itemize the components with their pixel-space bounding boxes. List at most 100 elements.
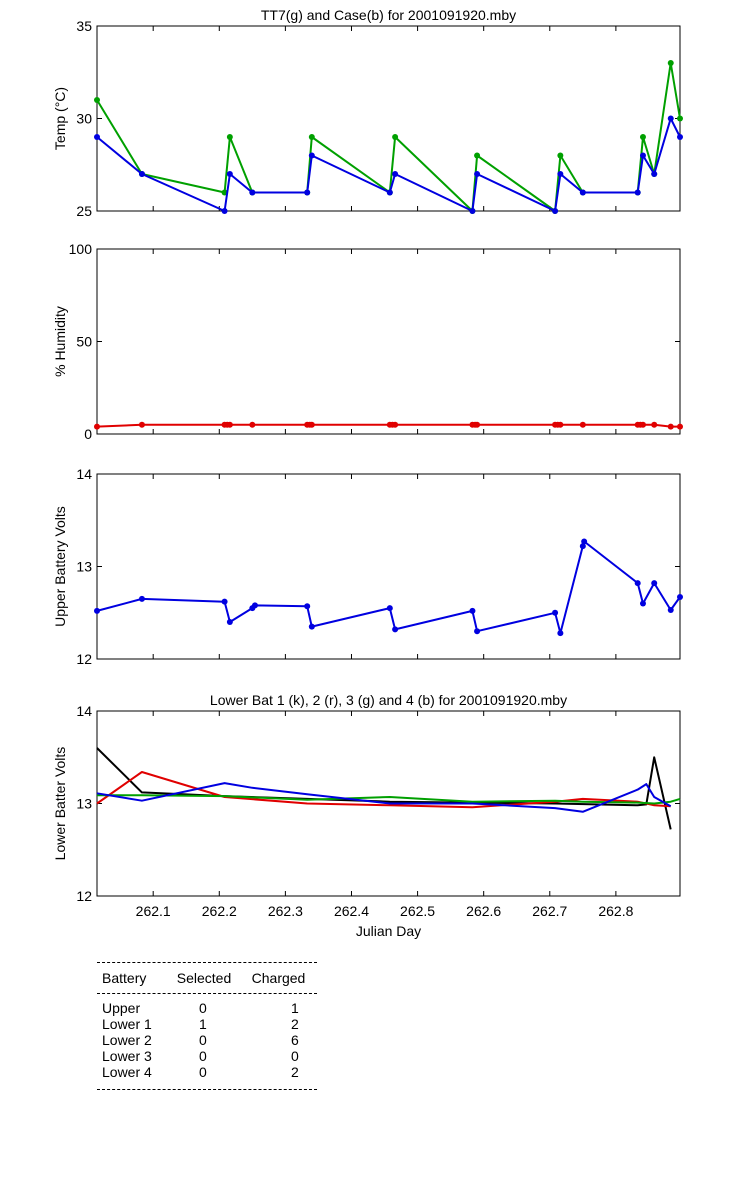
cell-battery: Lower 3 bbox=[102, 1048, 152, 1064]
data-point bbox=[94, 97, 100, 103]
series-line bbox=[96, 117, 681, 212]
header-selected: Selected bbox=[176, 970, 232, 986]
data-point bbox=[667, 115, 674, 122]
data-point bbox=[249, 189, 256, 196]
data-point bbox=[138, 421, 145, 428]
cell-battery: Upper bbox=[102, 1000, 141, 1016]
table-rule-bottom bbox=[97, 1089, 317, 1090]
data-point bbox=[667, 60, 674, 66]
data-point bbox=[392, 626, 399, 633]
cell-selected: 0 bbox=[199, 1032, 207, 1048]
data-point bbox=[579, 189, 586, 196]
data-point bbox=[557, 630, 564, 637]
cell-selected: 0 bbox=[199, 1048, 207, 1064]
data-point bbox=[226, 619, 233, 625]
header-charged: Charged bbox=[251, 970, 306, 986]
x-tick-label: 262.1 bbox=[136, 903, 171, 919]
data-point bbox=[639, 421, 646, 428]
data-point bbox=[308, 134, 315, 140]
data-point bbox=[651, 171, 658, 177]
data-point bbox=[667, 423, 674, 430]
series-line bbox=[96, 540, 681, 635]
data-point bbox=[249, 421, 256, 428]
table-header-row: Battery Selected Charged bbox=[97, 963, 317, 993]
y-tick-label: 100 bbox=[69, 241, 93, 257]
data-point bbox=[221, 598, 228, 605]
x-tick-label: 262.6 bbox=[466, 903, 501, 919]
x-axis-label: Julian Day bbox=[356, 923, 421, 939]
data-point bbox=[579, 543, 586, 550]
data-point bbox=[392, 171, 399, 177]
data-point bbox=[469, 208, 476, 214]
x-tick-label: 262.4 bbox=[334, 903, 369, 919]
battery-summary-table: Battery Selected Charged Upper 0 1 Lower… bbox=[97, 962, 317, 1090]
y-axis-label: % Humidity bbox=[52, 306, 68, 377]
x-tick-label: 262.2 bbox=[202, 903, 237, 919]
data-point bbox=[226, 421, 233, 428]
cell-charged: 6 bbox=[291, 1032, 299, 1048]
data-point bbox=[474, 628, 481, 635]
data-point bbox=[634, 580, 641, 587]
y-tick-label: 0 bbox=[84, 426, 92, 442]
data-point bbox=[677, 115, 683, 122]
x-tick-label: 262.5 bbox=[400, 903, 435, 919]
y-tick-label: 35 bbox=[76, 18, 92, 34]
data-point bbox=[552, 609, 559, 616]
data-point bbox=[634, 189, 641, 196]
y-tick-label: 13 bbox=[76, 796, 92, 812]
cell-charged: 1 bbox=[291, 1000, 299, 1016]
data-point bbox=[386, 605, 393, 612]
data-point bbox=[581, 538, 588, 545]
data-point bbox=[639, 134, 646, 140]
y-tick-label: 12 bbox=[76, 651, 92, 667]
y-tick-label: 25 bbox=[76, 203, 92, 219]
data-point bbox=[639, 600, 646, 607]
data-point bbox=[221, 208, 228, 214]
table-row: Lower 2 0 6 bbox=[97, 1032, 317, 1048]
chart-title: TT7(g) and Case(b) for 2001091920.mby bbox=[261, 7, 516, 23]
series-line bbox=[97, 794, 681, 805]
y-tick-label: 14 bbox=[76, 466, 92, 482]
data-point bbox=[251, 602, 258, 609]
table-row: Lower 3 0 0 bbox=[97, 1048, 317, 1064]
data-point bbox=[557, 152, 564, 159]
series-line bbox=[96, 62, 681, 212]
x-tick-label: 262.7 bbox=[532, 903, 567, 919]
data-point bbox=[677, 594, 683, 601]
data-point bbox=[667, 606, 674, 613]
table-row: Lower 1 1 2 bbox=[97, 1016, 317, 1032]
header-battery: Battery bbox=[102, 970, 147, 986]
data-point bbox=[308, 421, 315, 428]
data-point bbox=[474, 421, 481, 428]
data-point bbox=[226, 171, 233, 177]
figure: TT7(g) and Case(b) for 2001091920.mby 25 3… bbox=[52, 7, 683, 939]
chart-title: Lower Bat 1 (k), 2 (r), 3 (g) and 4 (b) … bbox=[210, 692, 567, 708]
data-point bbox=[474, 171, 481, 177]
data-point bbox=[304, 603, 311, 610]
y-tick-label: 30 bbox=[76, 111, 92, 127]
data-point bbox=[651, 421, 658, 428]
y-axis-label: Temp (°C) bbox=[52, 87, 68, 150]
data-point bbox=[392, 421, 399, 428]
data-point bbox=[308, 152, 315, 159]
data-point bbox=[579, 421, 586, 428]
data-point bbox=[94, 423, 100, 430]
cell-selected: 1 bbox=[199, 1016, 207, 1032]
series-line bbox=[96, 782, 672, 813]
data-point bbox=[392, 134, 399, 140]
y-tick-label: 50 bbox=[76, 334, 92, 350]
cell-battery: Lower 2 bbox=[102, 1032, 152, 1048]
data-point bbox=[552, 208, 559, 214]
data-point bbox=[557, 421, 564, 428]
data-point bbox=[94, 134, 100, 140]
cell-charged: 2 bbox=[291, 1064, 299, 1080]
data-point bbox=[557, 171, 564, 177]
x-tick-label: 262.3 bbox=[268, 903, 303, 919]
cell-battery: Lower 1 bbox=[102, 1016, 152, 1032]
cell-charged: 0 bbox=[291, 1048, 299, 1064]
data-point bbox=[639, 152, 646, 159]
y-axis-label: Upper Battery Volts bbox=[52, 506, 68, 627]
data-point bbox=[677, 134, 683, 140]
table-row: Lower 4 0 2 bbox=[97, 1064, 317, 1080]
cell-selected: 0 bbox=[199, 1000, 207, 1016]
